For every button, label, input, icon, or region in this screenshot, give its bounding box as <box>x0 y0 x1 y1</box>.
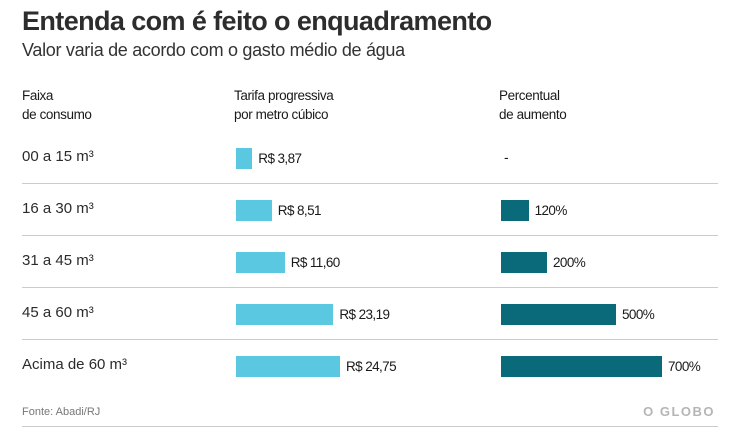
tarifa-bar <box>236 252 285 273</box>
tarifa-value-label: R$ 24,75 <box>346 359 397 374</box>
tarifa-value-label: R$ 11,60 <box>290 255 341 270</box>
tarifa-bar <box>236 200 272 221</box>
column-header-faixa: Faixa de consumo <box>22 88 92 122</box>
percentual-value-label: 700% <box>668 359 701 374</box>
source-note: Fonte: Abadi/RJ <box>22 406 101 418</box>
category-label: 00 a 15 m³ <box>22 148 94 165</box>
percentual-value-label: 200% <box>553 255 586 270</box>
percentual-value-label: - <box>504 149 509 165</box>
tarifa-value-label: R$ 3,87 <box>258 151 302 166</box>
category-label: 16 a 30 m³ <box>22 200 94 217</box>
row-divider <box>22 339 718 340</box>
column-header-tarifa: Tarifa progressiva por metro cúbico <box>234 88 334 122</box>
category-label: 45 a 60 m³ <box>22 304 94 321</box>
chart-subtitle: Valor varia de acordo com o gasto médio … <box>22 40 405 60</box>
column-header-percentual: Percentual de aumento <box>499 88 567 122</box>
row-divider <box>22 183 718 184</box>
publisher-logo: O GLOBO <box>643 404 715 419</box>
percentual-bar <box>501 252 547 273</box>
footer-divider <box>22 426 718 427</box>
category-label: Acima de 60 m³ <box>22 356 128 373</box>
tarifa-bar <box>236 148 253 169</box>
tarifa-bar <box>236 356 340 377</box>
tarifa-value-label: R$ 8,51 <box>277 203 322 218</box>
percentual-value-label: 120% <box>534 203 568 218</box>
row-divider <box>22 235 718 236</box>
row-divider <box>22 287 718 288</box>
tarifa-value-label: R$ 23,19 <box>339 307 390 322</box>
category-label: 31 a 45 m³ <box>22 252 94 269</box>
percentual-bar <box>501 200 529 221</box>
tarifa-bar <box>236 304 334 325</box>
chart-title: Entenda com é feito o enquadramento <box>22 6 492 36</box>
percentual-value-label: 500% <box>622 307 655 322</box>
percentual-bar <box>501 304 616 325</box>
percentual-bar <box>501 356 662 377</box>
